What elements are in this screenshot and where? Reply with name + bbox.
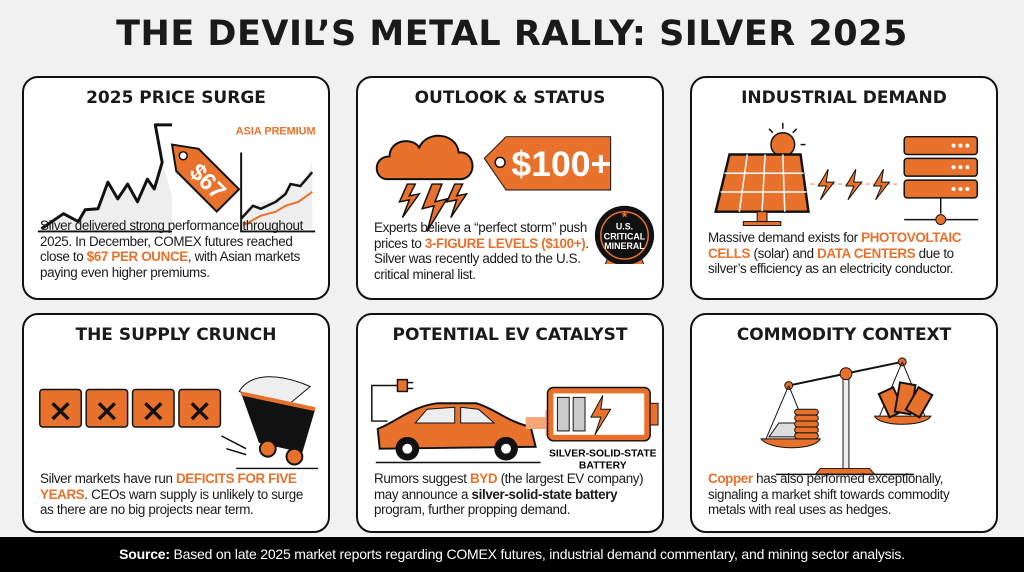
ev-battery-illustration: SILVER-SOLID-STATE BATTERY [371, 378, 659, 471]
battery-icon [546, 386, 659, 442]
price-tag-icon: $67 [170, 143, 241, 213]
card-title: 2025 PRICE SURGE [86, 88, 266, 108]
page-title: THE DEVIL’S METAL RALLY: SILVER 2025 [116, 14, 908, 54]
card-title: THE SUPPLY CRUNCH [75, 325, 277, 345]
card-text: Rumors suggest BYD (the largest EV compa… [374, 471, 644, 517]
electric-car-icon [375, 402, 541, 464]
cash-icon [877, 381, 934, 419]
card-industrial-demand: INDUSTRIAL DEMAND Massive demand exists … [690, 76, 998, 300]
battery-label: SILVER-SOLID-STATE [549, 449, 657, 460]
card-title: POTENTIAL EV CATALYST [392, 325, 628, 345]
card-title: COMMODITY CONTEXT [736, 325, 952, 345]
supply-illustration [39, 376, 319, 470]
asia-premium-label: ASIA PREMIUM [236, 126, 316, 138]
lightning-icon [810, 169, 900, 201]
price-tag-icon: $100+ [483, 136, 611, 191]
server-rack-icon [903, 135, 979, 226]
mine-cart-icon [221, 376, 319, 470]
card-outlook-status: OUTLOOK & STATUS $100+ ★ U.S. CRITICAL M… [356, 76, 664, 300]
svg-text:★: ★ [621, 210, 629, 220]
card-title: INDUSTRIAL DEMAND [741, 88, 947, 108]
card-text: Massive demand exists for PHOTOVOLTAIC C… [708, 230, 962, 276]
solar-datacenter-illustration [714, 122, 979, 227]
battery-label: BATTERY [579, 460, 627, 471]
balance-scale-icon [760, 357, 932, 476]
storm-cloud-icon [375, 134, 474, 232]
price-tag-label: $100+ [511, 144, 611, 184]
card-text: Silver delivered strong performance thro… [40, 218, 304, 280]
critical-mineral-badge-icon: ★ U.S. CRITICAL MINERAL [594, 205, 655, 264]
coin-stack-icon [794, 408, 819, 440]
svg-text:CRITICAL: CRITICAL [604, 231, 646, 241]
card-supply-crunch: THE SUPPLY CRUNCH Silver markets have ru… [22, 313, 330, 533]
balance-scale-illustration [760, 357, 934, 476]
solar-panel-icon [714, 153, 810, 227]
crossed-calendar-icon [39, 388, 222, 428]
card-title: OUTLOOK & STATUS [414, 88, 606, 108]
silver-bar-icon [768, 422, 800, 438]
card-text: Experts believe a “perfect storm” push p… [374, 220, 589, 282]
svg-text:U.S.: U.S. [616, 221, 633, 231]
plug-icon [371, 378, 414, 422]
storm-illustration: $100+ ★ U.S. CRITICAL MINERAL [375, 134, 655, 264]
card-text: Silver markets have run DEFICITS FOR FIV… [40, 471, 303, 517]
svg-text:MINERAL: MINERAL [604, 241, 645, 251]
price-chart-illustration: $67 ASIA PREMIUM [37, 123, 316, 233]
card-ev-catalyst: POTENTIAL EV CATALYST SILVER-SOLID-STATE… [356, 313, 664, 533]
sun-icon [768, 122, 806, 158]
card-text: Copper has also performed exceptionally,… [708, 471, 950, 517]
source-footer: Source: Based on late 2025 market report… [0, 537, 1024, 572]
card-price-surge: 2025 PRICE SURGE $67 ASIA PREMIUM Silver… [22, 76, 330, 300]
card-commodity-context: COMMODITY CONTEXT Copper has also perfor… [690, 313, 998, 533]
